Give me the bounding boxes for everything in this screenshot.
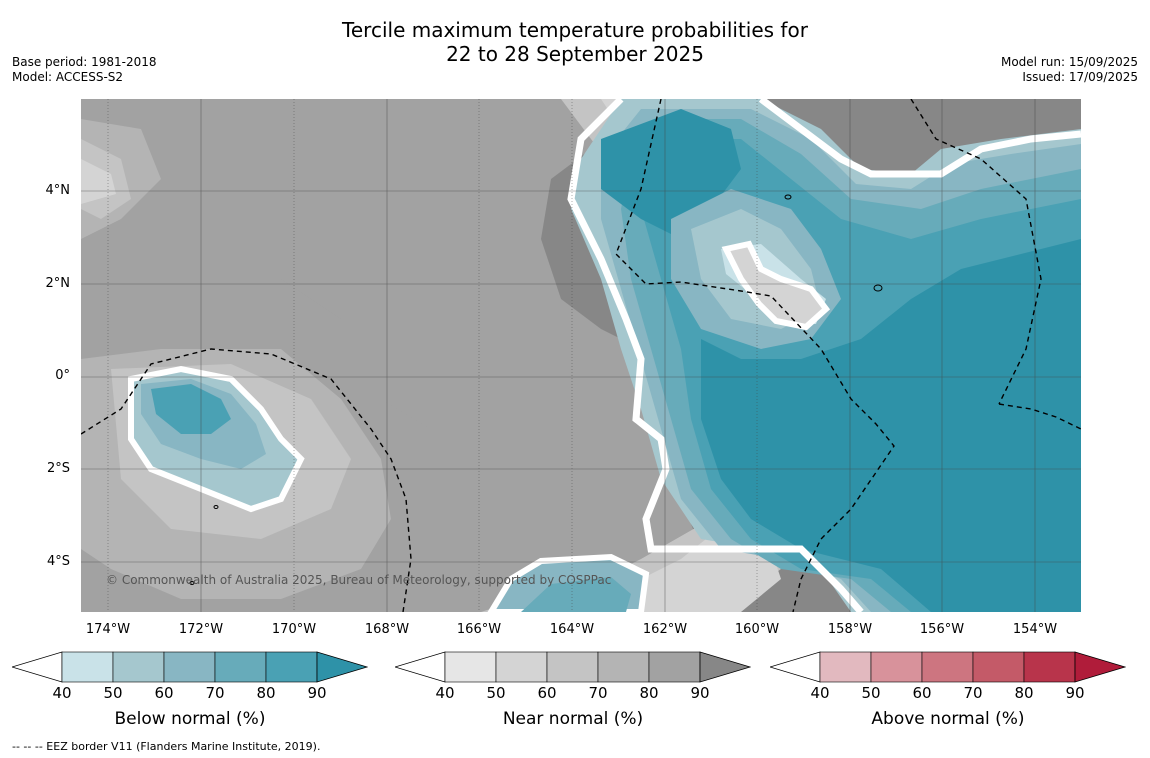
colorbar-swatch xyxy=(870,651,923,683)
probability-boundary xyxy=(567,99,864,612)
colorbar-swatch xyxy=(648,651,701,683)
colorbar-near-swatches xyxy=(393,651,752,683)
lon-label-154w: 154°W xyxy=(1012,622,1058,637)
colorbar-swatch xyxy=(921,651,974,683)
region-below-70-south xyxy=(521,577,631,612)
tick-above-40: 40 xyxy=(810,684,830,702)
tick-below-70: 70 xyxy=(205,684,225,702)
region-near-50-nw xyxy=(81,159,116,204)
colorbar-swatch xyxy=(214,651,267,683)
tick-above-90: 90 xyxy=(1065,684,1085,702)
graticule xyxy=(81,99,1081,612)
lat-label-2n: 2°N xyxy=(45,276,71,291)
lat-label-2s: 2°S xyxy=(46,461,70,476)
colorbar-above-normal: 40 50 60 70 80 90 Above normal (%) xyxy=(768,651,1127,731)
islands xyxy=(189,194,883,585)
tick-near-80: 80 xyxy=(639,684,659,702)
tick-near-70: 70 xyxy=(588,684,608,702)
colorbar-extend-low xyxy=(10,651,63,683)
colorbar-swatch xyxy=(546,651,599,683)
tick-below-50: 50 xyxy=(103,684,123,702)
colorbar-extend-low xyxy=(768,651,821,683)
colorbar-swatch xyxy=(1023,651,1076,683)
lon-label-166w: 166°W xyxy=(456,622,502,637)
colorbar-swatch xyxy=(61,651,114,683)
region-near-50-central xyxy=(551,99,781,612)
issued-date: Issued: 17/09/2025 xyxy=(1022,70,1138,84)
colorbar-above-label: Above normal (%) xyxy=(871,709,1025,729)
tick-near-60: 60 xyxy=(537,684,557,702)
region-near-50-patch xyxy=(721,240,831,331)
tick-above-70: 70 xyxy=(963,684,983,702)
tick-near-90: 90 xyxy=(690,684,710,702)
tick-near-40: 40 xyxy=(435,684,455,702)
colorbar-below-normal: 40 50 60 70 80 90 Below normal (%) xyxy=(10,651,369,731)
lon-label-174w: 174°W xyxy=(85,622,131,637)
colorbar-near-label: Near normal (%) xyxy=(502,709,644,729)
tick-above-80: 80 xyxy=(1014,684,1034,702)
colorbar-below-label: Below normal (%) xyxy=(114,709,266,729)
region-below-90-east xyxy=(701,239,1081,612)
colorbar-extend-high xyxy=(1074,651,1127,683)
title-line-2: 22 to 28 September 2025 xyxy=(446,42,704,66)
colorbar-below-swatches xyxy=(10,651,369,683)
meta-right: Model run: 15/09/2025 Issued: 17/09/2025 xyxy=(1001,55,1138,85)
eez-borders xyxy=(81,99,1081,612)
model-name: Model: ACCESS-S2 xyxy=(12,70,124,84)
region-near-80-nw xyxy=(81,99,421,139)
colorbar-swatch xyxy=(597,651,650,683)
colorbar-swatch xyxy=(265,651,318,683)
meta-left: Base period: 1981-2018 Model: ACCESS-S2 xyxy=(12,55,157,85)
colorbar-extend-high xyxy=(316,651,369,683)
lat-label-0: 0° xyxy=(55,368,70,383)
tick-below-80: 80 xyxy=(256,684,276,702)
colorbar-swatch xyxy=(112,651,165,683)
tick-below-40: 40 xyxy=(52,684,72,702)
lon-label-162w: 162°W xyxy=(642,622,688,637)
copyright-notice: © Commonwealth of Australia 2025, Bureau… xyxy=(106,573,612,587)
colorbar-swatch xyxy=(163,651,216,683)
chart-title: Tercile maximum temperature probabilitie… xyxy=(0,18,1150,66)
lon-label-156w: 156°W xyxy=(919,622,965,637)
lat-label-4n: 4°N xyxy=(45,183,71,198)
model-run: Model run: 15/09/2025 xyxy=(1000,55,1138,69)
tick-above-60: 60 xyxy=(912,684,932,702)
lon-label-164w: 164°W xyxy=(549,622,595,637)
colorbar-swatch xyxy=(819,651,872,683)
base-period: Base period: 1981-2018 xyxy=(12,55,157,69)
region-below-80-west xyxy=(151,384,231,434)
lon-label-168w: 168°W xyxy=(364,622,410,637)
map-panel: © Commonwealth of Australia 2025, Bureau… xyxy=(81,99,1081,612)
lon-label-160w: 160°W xyxy=(734,622,780,637)
lon-label-170w: 170°W xyxy=(271,622,317,637)
colorbar-above-swatches xyxy=(768,651,1127,683)
colorbar-extend-high xyxy=(699,651,752,683)
colorbar-near-normal: 40 50 60 70 80 90 Near normal (%) xyxy=(393,651,752,731)
colorbar-swatch xyxy=(972,651,1025,683)
colorbar-swatch xyxy=(495,651,548,683)
tick-below-60: 60 xyxy=(154,684,174,702)
eez-footnote: -- -- -- EEZ border V11 (Flanders Marine… xyxy=(12,740,321,753)
title-line-1: Tercile maximum temperature probabilitie… xyxy=(342,18,808,42)
lon-label-158w: 158°W xyxy=(827,622,873,637)
probability-boundary-north xyxy=(758,99,1081,178)
lon-label-172w: 172°W xyxy=(178,622,224,637)
tick-near-50: 50 xyxy=(486,684,506,702)
lat-label-4s: 4°S xyxy=(46,554,70,569)
map-svg xyxy=(81,99,1081,612)
colorbar-extend-low xyxy=(393,651,446,683)
colorbar-swatch xyxy=(444,651,497,683)
tick-below-90: 90 xyxy=(307,684,327,702)
tick-above-50: 50 xyxy=(861,684,881,702)
